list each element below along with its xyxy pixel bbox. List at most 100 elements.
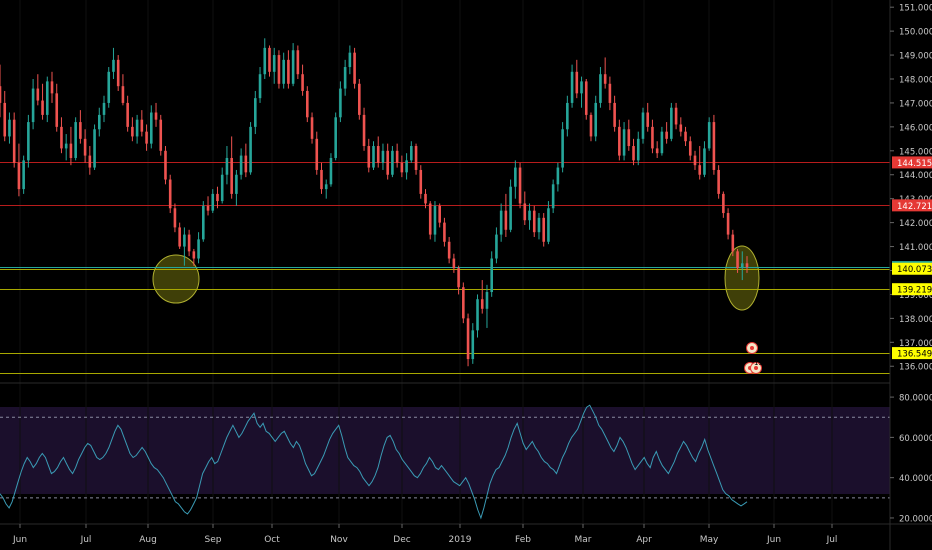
candle-body	[693, 155, 697, 166]
oscillator-panel[interactable]	[0, 404, 890, 520]
candle-body	[254, 98, 257, 127]
candle-body	[88, 155, 92, 168]
price-tick-label: 148.000	[899, 75, 932, 85]
time-tick-label: Sep	[205, 535, 222, 545]
candle-body	[282, 59, 285, 84]
candle-body	[419, 169, 423, 194]
candle-body	[320, 169, 323, 190]
candle-body	[301, 74, 304, 91]
candle-body	[599, 74, 602, 103]
candle-body	[239, 155, 243, 175]
candle-body	[8, 119, 11, 137]
candle-body	[27, 122, 30, 161]
candle-body	[50, 81, 54, 94]
candle-body	[22, 160, 25, 190]
candle-body	[613, 102, 616, 127]
candle-body	[584, 81, 588, 115]
candle-body	[225, 157, 229, 175]
candle-body	[428, 203, 432, 235]
candle-body	[79, 122, 82, 139]
event-badges[interactable]: 4 9 15	[744, 340, 768, 374]
candle-body	[168, 179, 172, 209]
event-badge-count: 4	[758, 340, 763, 348]
oscillator-tick-label: 80.0000	[899, 394, 932, 404]
oscillator-tick-label: 60.0000	[899, 434, 932, 444]
candle-body	[561, 129, 564, 168]
candle-body	[476, 299, 479, 331]
candle-body	[466, 318, 470, 360]
candle-body	[452, 258, 456, 269]
candle-body	[97, 114, 101, 130]
candle-body	[74, 122, 77, 158]
candle-body	[376, 146, 380, 163]
candle-body	[424, 193, 427, 204]
candle-body	[447, 241, 451, 259]
time-tick-label: Jul	[826, 535, 838, 545]
candle-body	[296, 50, 300, 75]
time-tick-label: Nov	[330, 535, 348, 545]
candle-body	[220, 174, 224, 202]
candle-body	[381, 150, 385, 163]
candle-body	[343, 67, 347, 89]
candle-body	[386, 150, 389, 175]
candle-body	[362, 114, 366, 147]
candle-body	[566, 102, 569, 130]
candle-body	[334, 117, 337, 158]
oscillator-tick-label: 40.0000	[899, 474, 932, 484]
candle-body	[457, 268, 460, 288]
event-badge-dot	[750, 346, 754, 350]
candle-body	[315, 138, 319, 170]
oscillator-tick-label: 20.0000	[899, 514, 932, 524]
time-tick-label: Feb	[515, 535, 531, 545]
oscillator-axis[interactable]: 80.0000 60.0000 40.0000 20.0000	[890, 394, 932, 525]
candle-body	[740, 263, 744, 269]
candle-body	[64, 143, 68, 149]
candle-body	[651, 126, 654, 149]
price-axis[interactable]: 151.000 150.000 149.000 148.000 147.000 146.0…	[890, 4, 932, 373]
candle-body	[684, 131, 687, 142]
price-tick-label: 149.000	[899, 52, 932, 62]
candle-body	[55, 93, 59, 127]
candle-body	[698, 165, 702, 175]
candle-body	[504, 210, 508, 230]
candle-body	[745, 263, 749, 268]
candle-body	[400, 162, 404, 173]
time-axis[interactable]: Jun Jul Aug Sep Oct Nov Dec 2019 Feb Mar Apr May Jun…	[12, 524, 837, 545]
event-badge-dot	[754, 366, 758, 370]
oscillator-band-fill	[0, 407, 890, 494]
candle-body	[641, 112, 645, 139]
price-tick-label: 147.000	[899, 99, 932, 109]
candle-body	[329, 157, 333, 185]
candle-body	[367, 146, 371, 168]
price-candles[interactable]	[0, 38, 749, 367]
candle-body	[277, 55, 281, 84]
candle-body	[438, 205, 441, 223]
time-tick-label: Apr	[636, 535, 652, 545]
price-tick-label: 139.000	[899, 291, 932, 301]
candle-body	[556, 167, 560, 185]
candle-body	[410, 146, 413, 161]
candle-body	[660, 131, 664, 154]
candle-body	[674, 107, 678, 125]
candle-body	[480, 299, 484, 309]
candle-body	[528, 210, 531, 221]
candle-body	[31, 88, 35, 123]
candle-body	[707, 122, 711, 149]
candle-body	[12, 119, 16, 163]
horizontal-levels[interactable]	[0, 162, 890, 374]
candle-body	[258, 74, 262, 99]
candle-body	[485, 292, 489, 309]
candle-body	[272, 55, 276, 72]
candle-body	[372, 146, 375, 168]
candle-body	[211, 193, 215, 211]
candle-body	[149, 112, 153, 144]
candle-body	[45, 81, 49, 115]
time-tick-label: Jun	[12, 535, 27, 545]
candle-body	[509, 186, 512, 230]
candle-body	[112, 59, 115, 72]
candle-body	[310, 117, 314, 139]
candle-body	[575, 71, 579, 94]
candle-body	[627, 129, 631, 147]
candle-body	[391, 150, 394, 175]
